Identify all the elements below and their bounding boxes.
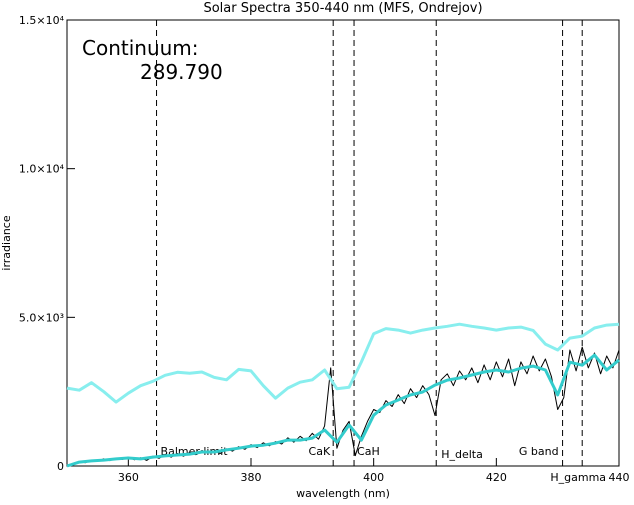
- series-line: [66, 346, 620, 467]
- x-tick-label: 440: [609, 471, 630, 484]
- annotation: Continuum:: [82, 36, 199, 60]
- y-tick-label: 0: [57, 460, 64, 473]
- reference-label: CaK: [309, 445, 331, 458]
- reference-label: H_gamma: [550, 471, 606, 484]
- plot-frame: [66, 19, 620, 467]
- reference-label: CaH: [357, 445, 380, 458]
- annotation: 289.790: [140, 60, 223, 84]
- chart-title: Solar Spectra 350-440 nm (MFS, Ondrejov): [203, 1, 482, 16]
- reference-label: G band: [519, 445, 559, 458]
- series-line: [66, 353, 620, 468]
- x-tick-label: 420: [486, 471, 507, 484]
- y-tick-label: 5.0×10³: [19, 311, 64, 324]
- reference-label: H_delta: [441, 448, 483, 461]
- x-axis-label: wavelength (nm): [296, 487, 390, 500]
- x-tick-label: 380: [241, 471, 262, 484]
- x-tick-label: 360: [118, 471, 139, 484]
- series-line: [66, 322, 620, 404]
- x-tick-label: 400: [363, 471, 384, 484]
- y-tick-label: 1.5×10⁴: [19, 14, 65, 27]
- y-axis-label: irradiance: [0, 215, 13, 270]
- y-tick-label: 1.0×10⁴: [19, 163, 65, 176]
